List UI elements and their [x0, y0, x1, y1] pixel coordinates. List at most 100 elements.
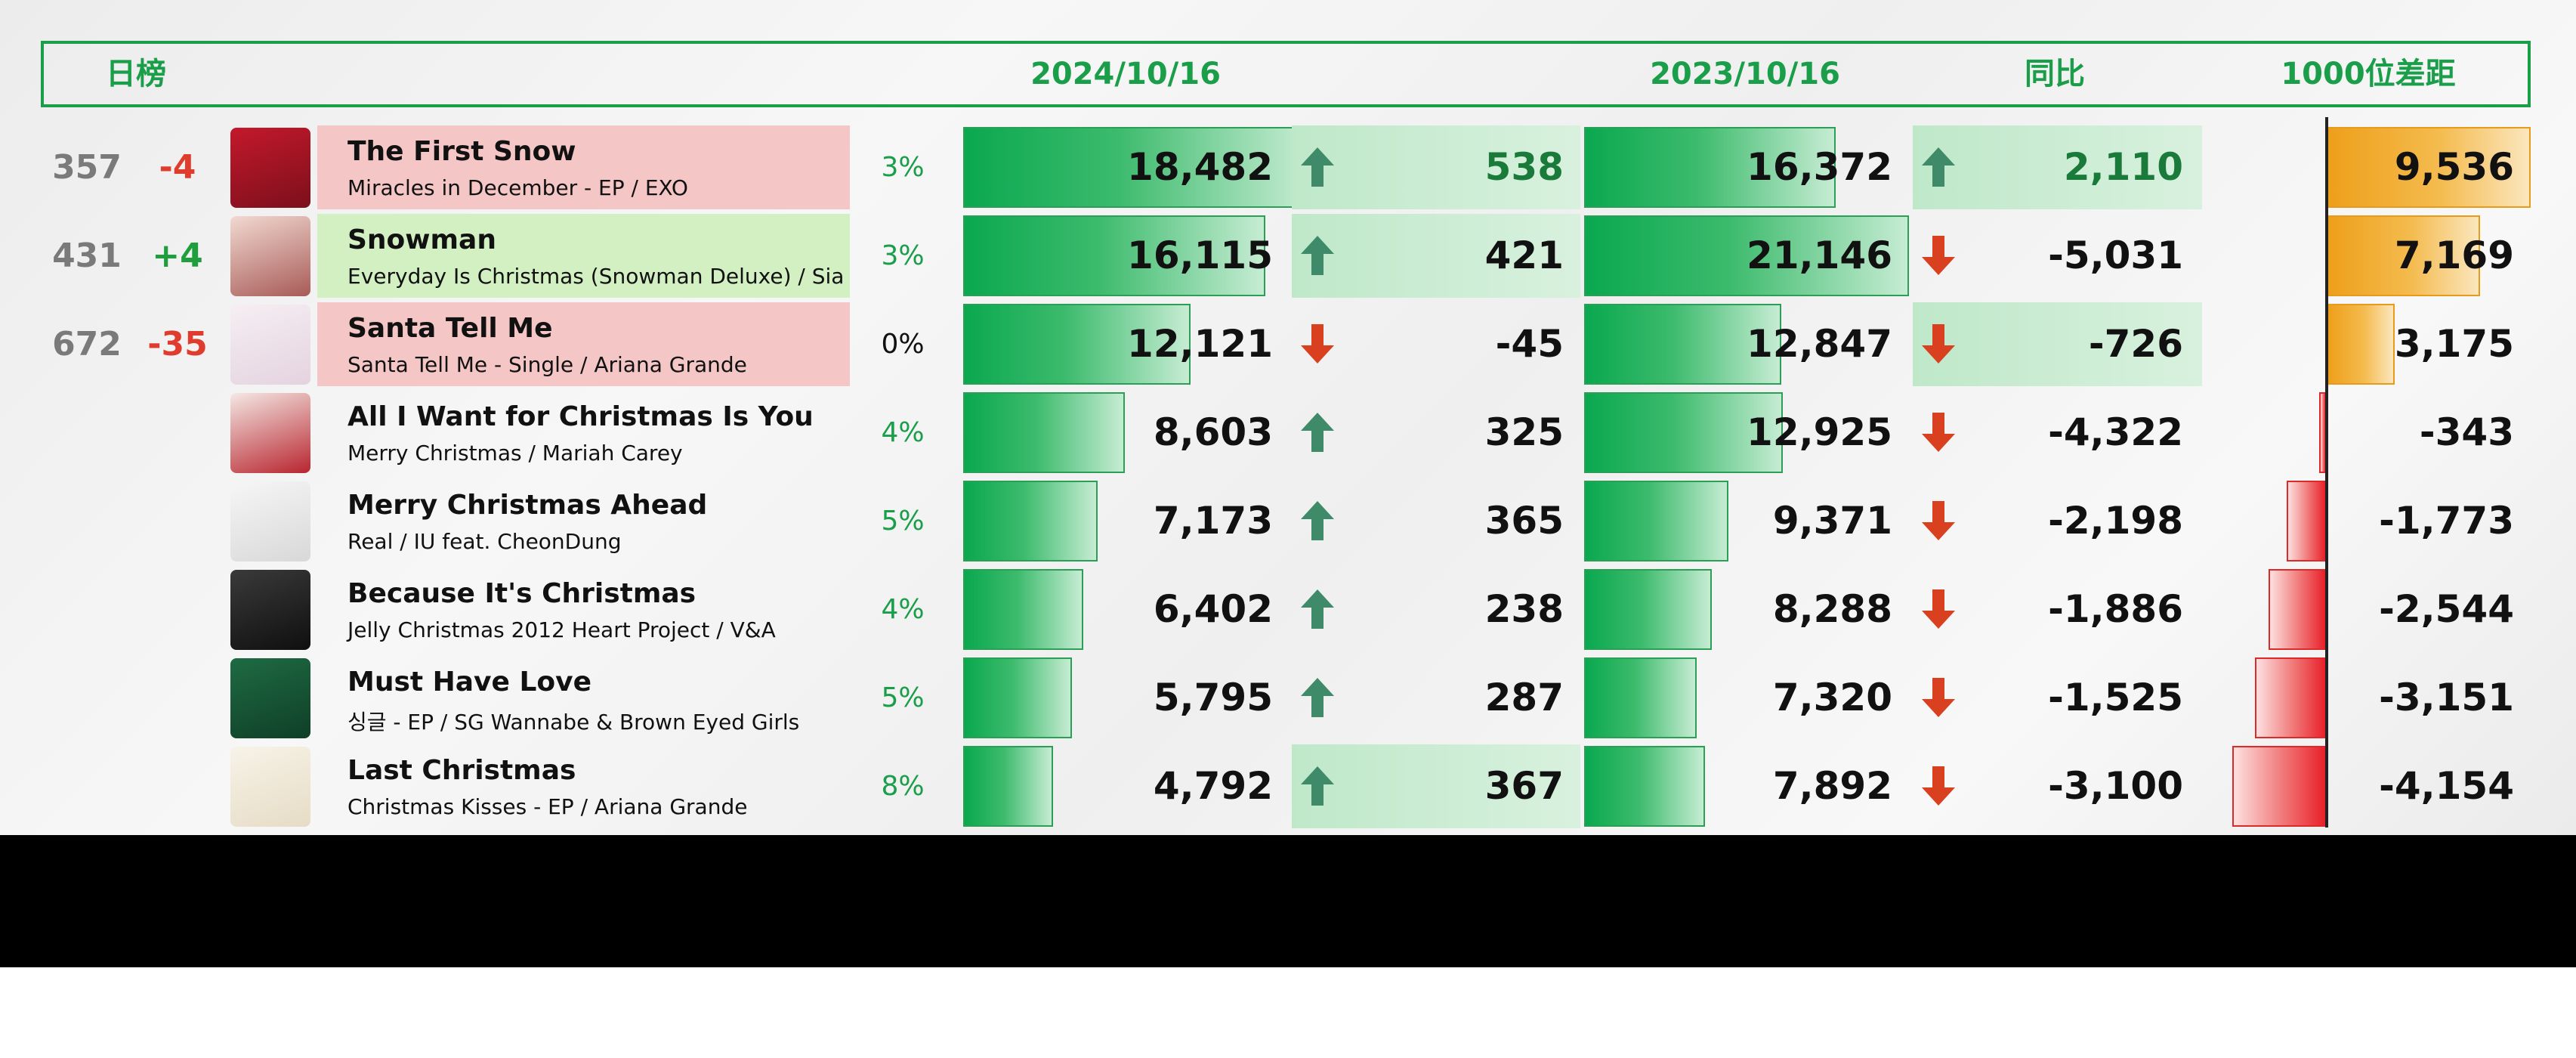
daily-change-value: 238 — [1484, 587, 1564, 631]
gap-value: -3,151 — [2379, 676, 2514, 719]
daily-change-value: 421 — [1484, 234, 1564, 277]
gap-axis-line — [2325, 117, 2328, 828]
yoy-value: -2,198 — [2048, 499, 2183, 543]
gap-bar — [2286, 481, 2327, 561]
rank-change — [136, 742, 219, 831]
rank-number: 431 — [52, 237, 122, 275]
current-streams-bar — [963, 746, 1053, 827]
song-subtitle: Merry Christmas / Mariah Carey — [347, 441, 683, 466]
arrow-up-icon — [1301, 147, 1334, 187]
rank-number — [45, 477, 128, 565]
gap-bar — [2269, 569, 2327, 650]
current-streams-value: 7,173 — [1153, 499, 1273, 543]
header-label: 日榜 — [106, 57, 166, 91]
current-streams-bar — [963, 481, 1098, 561]
green-christmas-cover — [230, 658, 310, 738]
previous-streams-value: 7,892 — [1772, 764, 1892, 808]
gap-bar — [2327, 215, 2480, 296]
rank-change: +4 — [152, 237, 203, 275]
current-streams-value: 16,115 — [1127, 234, 1273, 277]
daily-change-value: 538 — [1484, 145, 1564, 189]
arrow-up-icon — [1301, 766, 1334, 806]
song-info: Merry Christmas Ahead Real / IU feat. Che… — [317, 479, 850, 563]
yoy-value: -1,525 — [2048, 676, 2183, 719]
rank-change — [136, 477, 219, 565]
gap-value: -343 — [2419, 410, 2514, 454]
previous-streams-value: 8,288 — [1772, 587, 1892, 631]
yoy-value: -3,100 — [2048, 764, 2183, 808]
group-photo-cover — [230, 570, 310, 650]
song-info: Last Christmas Christmas Kisses - EP / Ar… — [317, 744, 850, 828]
current-streams-bar — [963, 392, 1125, 473]
current-streams-value: 6,402 — [1153, 587, 1273, 631]
gap-value: 9,536 — [2394, 145, 2514, 189]
previous-streams-value: 16,372 — [1747, 145, 1892, 189]
rank-change: -35 — [147, 325, 208, 363]
song-subtitle: Christmas Kisses - EP / Ariana Grande — [347, 794, 748, 819]
christmas-tree-cover — [230, 128, 310, 208]
arrow-down-icon — [1922, 501, 1955, 540]
yoy-value: -5,031 — [2048, 234, 2183, 277]
previous-streams-value: 9,371 — [1772, 499, 1892, 543]
arrow-down-icon — [1922, 413, 1955, 452]
previous-streams-bar — [1584, 657, 1697, 738]
song-title: Because It's Christmas — [347, 578, 697, 609]
rank-change: -4 — [159, 148, 196, 187]
arrow-down-icon — [1922, 236, 1955, 275]
table-row: Merry Christmas Ahead Real / IU feat. Che… — [0, 477, 2576, 565]
percent-value: 5% — [881, 506, 925, 537]
percent-value: 3% — [881, 152, 925, 183]
current-streams-bar — [963, 657, 1072, 738]
yoy-value: -4,322 — [2048, 410, 2183, 454]
daily-change-value: 325 — [1484, 410, 1564, 454]
current-streams-bar — [963, 215, 1266, 296]
gap-bar — [2327, 304, 2395, 385]
song-title: Merry Christmas Ahead — [347, 490, 708, 521]
arrow-down-icon — [1922, 324, 1955, 363]
yoy-value: 2,110 — [2063, 145, 2183, 189]
rank-number — [45, 565, 128, 654]
gap-bar — [2255, 657, 2327, 738]
percent-value: 4% — [881, 417, 925, 448]
rank-change — [136, 388, 219, 477]
arrow-down-icon — [1301, 324, 1334, 363]
bottom-black-band — [0, 835, 2576, 967]
previous-streams-bar — [1584, 127, 1836, 208]
song-title: All I Want for Christmas Is You — [347, 401, 814, 432]
arrow-down-icon — [1922, 678, 1955, 717]
gap-value: -4,154 — [2379, 764, 2514, 808]
rank-number: 357 — [52, 148, 122, 187]
yoy-value: -726 — [2088, 322, 2183, 366]
table-row: Because It's Christmas Jelly Christmas 20… — [0, 565, 2576, 654]
current-streams-value: 5,795 — [1153, 676, 1273, 719]
arrow-up-icon — [1301, 678, 1334, 717]
percent-value: 3% — [881, 240, 925, 271]
current-streams-value: 4,792 — [1153, 764, 1273, 808]
previous-streams-value: 7,320 — [1772, 676, 1892, 719]
christmas-kisses-cover — [230, 747, 310, 827]
rank-number — [45, 742, 128, 831]
daily-change-value: 367 — [1484, 764, 1564, 808]
rank-number — [45, 654, 128, 742]
rank-change — [136, 654, 219, 742]
daily-change-highlight — [1292, 214, 1580, 298]
previous-streams-bar — [1584, 481, 1728, 561]
gap-value: -2,544 — [2379, 587, 2514, 631]
table-row: 672 -35 Santa Tell Me Santa Tell Me - Singl… — [0, 300, 2576, 388]
rank-change — [136, 565, 219, 654]
song-title: The First Snow — [347, 136, 576, 167]
current-streams-value: 8,603 — [1153, 410, 1273, 454]
mariah-carey-cover — [230, 393, 310, 473]
percent-value: 4% — [881, 594, 925, 625]
song-title: Must Have Love — [347, 667, 592, 698]
yoy-highlight — [1913, 302, 2202, 386]
song-title: Last Christmas — [347, 755, 576, 786]
song-subtitle: Jelly Christmas 2012 Heart Project / V&A — [347, 617, 776, 642]
iu-cover — [230, 481, 310, 561]
song-info: Must Have Love 싱글 - EP / SG Wannabe & Bro… — [317, 656, 850, 740]
previous-streams-value: 12,925 — [1747, 410, 1892, 454]
song-subtitle: Miracles in December - EP / EXO — [347, 175, 688, 200]
chart-area: 日榜 2024/10/16 2023/10/16 同比 1000位差距 357-… — [0, 0, 2576, 835]
yoy-value: -1,886 — [2048, 587, 2183, 631]
rank-number: 672 — [52, 325, 122, 363]
